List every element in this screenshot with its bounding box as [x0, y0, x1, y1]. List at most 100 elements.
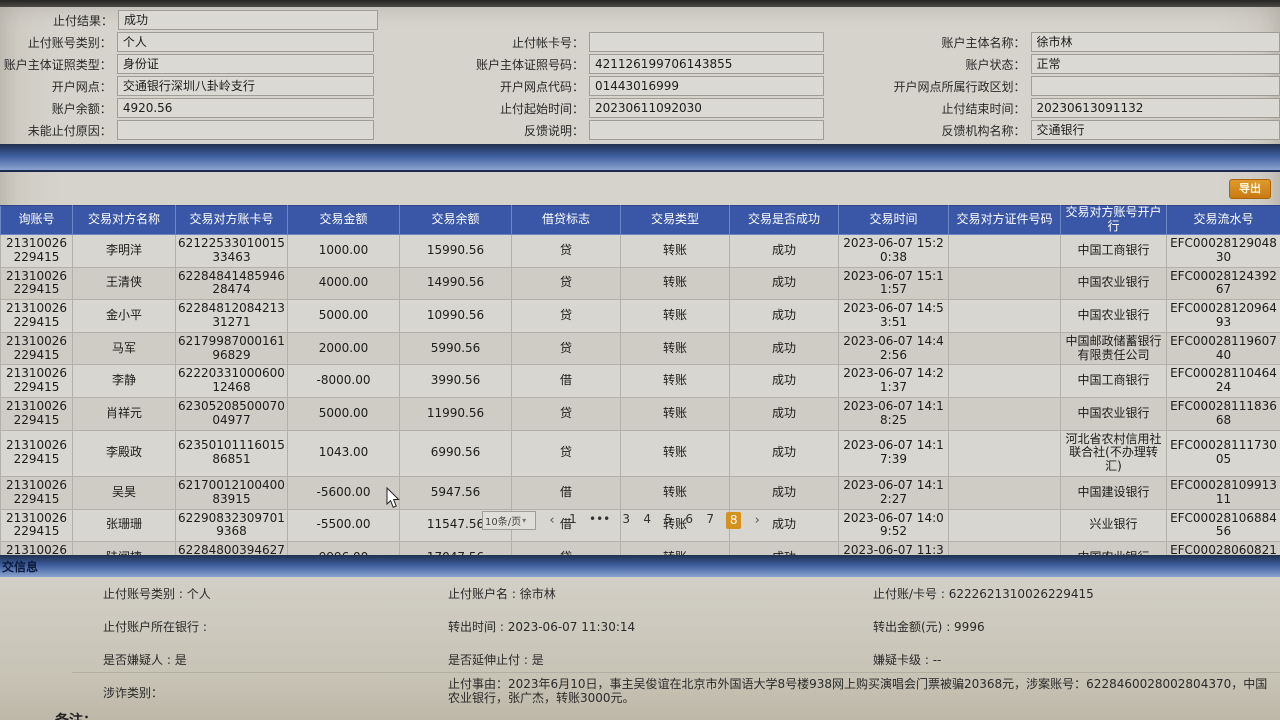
page-button[interactable]: 7 [706, 512, 715, 526]
info-value: 个人 [186, 587, 211, 601]
table-cell [948, 266, 1061, 301]
field-value-box[interactable] [589, 120, 824, 140]
table-cell: EFC0002811960740 [1166, 331, 1280, 366]
info-separator: : [921, 653, 933, 667]
table-cell [948, 429, 1061, 477]
table-cell: 21310026229415 [0, 475, 73, 510]
table-cell: 6228484148594628474 [175, 266, 288, 301]
info-value: 2023-06-07 11:30:14 [507, 620, 636, 634]
info-value: -- [932, 653, 942, 667]
table-cell: 贷 [511, 429, 621, 477]
table-cell: 贷 [511, 234, 621, 268]
field-value-box[interactable] [116, 120, 375, 140]
table-cell: 21310026229415 [0, 429, 73, 477]
pagination: 10条/页 ▾ ‹ 1 ••• 3 4 5 6 7 8 › [482, 511, 762, 530]
info-value: 是 [174, 653, 187, 667]
info-label: 转出金额(元) [873, 620, 943, 634]
column-header: 交易流水号 [1166, 205, 1280, 235]
page-size-label: 10条/页 [485, 517, 522, 528]
field-value-box[interactable]: 个人 [116, 32, 375, 52]
column-header: 交易对方名称 [72, 205, 176, 235]
field-value-box[interactable]: 成功 [118, 10, 378, 30]
page-button[interactable]: 1 [569, 512, 577, 526]
field-label: 反馈机构名称： [941, 123, 1026, 138]
page-button[interactable]: 5 [664, 512, 673, 526]
field-value-box[interactable]: 4920.56 [116, 98, 375, 118]
table-cell: 21310026229415 [0, 331, 73, 366]
field-value-box[interactable]: 421126199706143855 [589, 54, 824, 74]
page-button[interactable]: 8 [726, 512, 742, 529]
table-cell: 贷 [511, 266, 621, 301]
column-header: 交易对方账卡号 [175, 205, 288, 235]
table-cell: 贷 [511, 331, 621, 366]
info-value: 是 [531, 653, 544, 667]
field-label: 账户状态： [965, 57, 1026, 72]
table-row: 21310026229415 肖祥元 6230520850007004977 5000… [0, 396, 1280, 431]
table-cell: EFC0002811183668 [1166, 396, 1280, 431]
info-separator: : [175, 587, 187, 601]
table-cell: 6228481208421331271 [175, 299, 288, 333]
field-value-box[interactable]: 交通银行 [1030, 120, 1280, 140]
table-cell: -5600.00 [287, 475, 400, 510]
page-button[interactable]: 4 [643, 512, 652, 526]
top-edge-strip [0, 0, 1280, 7]
table-cell: 10990.56 [399, 299, 512, 333]
table-cell: 1000.00 [287, 234, 400, 268]
info-line: 止付账户所在银行 : [103, 618, 207, 634]
page-button[interactable]: 6 [685, 512, 694, 526]
table-cell: 6230520850007004977 [175, 396, 288, 431]
export-button[interactable]: 导出 [1229, 179, 1271, 199]
info-label: 止付账号类别 [103, 587, 176, 601]
info-separator: : [496, 620, 508, 634]
field-label: 账户主体证照号码： [475, 57, 584, 72]
table-cell: 622908323097019368 [175, 508, 288, 543]
field-value-box[interactable]: 交通银行深圳八卦岭支行 [116, 76, 375, 96]
page-button[interactable]: 3 [622, 512, 631, 526]
field-value-box[interactable]: 身份证 [116, 54, 375, 74]
table-cell [948, 331, 1061, 366]
table-cell: 贷 [511, 299, 621, 333]
prev-page-button[interactable]: ‹ [549, 513, 555, 528]
info-separator: : [199, 620, 207, 634]
table-row: 21310026229415 李静 6222033100060012468 -8000… [0, 364, 1280, 398]
table-cell: 14990.56 [399, 266, 512, 301]
table-cell: 中国邮政储蓄银行有限责任公司 [1060, 331, 1167, 366]
table-cell: 转账 [620, 364, 730, 398]
field-value-box[interactable]: 正常 [1030, 54, 1280, 74]
table-cell: 成功 [729, 475, 839, 510]
next-page-button[interactable]: › [754, 513, 760, 528]
column-header: 借贷标志 [511, 205, 621, 235]
field-value-box[interactable]: 20230611092030 [589, 98, 824, 118]
submit-info-section-bar: 交信息 [0, 555, 1280, 579]
table-cell: 11990.56 [399, 396, 512, 431]
info-line: 止付账户名 : 徐市林 [448, 585, 556, 601]
field-value-box[interactable]: 20230613091132 [1030, 98, 1280, 118]
info-label: 止付账户所在银行 [103, 620, 200, 634]
table-row: 21310026229415 金小平 6228481208421331271 5000… [0, 299, 1280, 333]
table-cell: 借 [511, 475, 621, 510]
column-header: 交易时间 [838, 205, 949, 235]
table-cell: 成功 [729, 266, 839, 301]
table-cell: -8000.00 [287, 364, 400, 398]
table-cell: 转账 [620, 331, 730, 366]
table-cell: 1043.00 [287, 429, 400, 477]
table-cell: 转账 [620, 396, 730, 431]
table-cell: 5947.56 [399, 475, 512, 510]
table-cell: EFC0002811173005 [1166, 429, 1280, 477]
table-cell: EFC0002812904830 [1166, 234, 1280, 268]
field-value-box[interactable] [589, 32, 824, 52]
field-value-box[interactable]: 徐市林 [1030, 32, 1280, 52]
table-cell: 张珊珊 [72, 508, 176, 543]
table-cell: 21310026229415 [0, 396, 73, 431]
table-cell [948, 299, 1061, 333]
field-value-box[interactable]: 01443016999 [589, 76, 824, 96]
table-cell: 成功 [729, 234, 839, 268]
table-cell [948, 508, 1061, 543]
table-cell: 成功 [729, 396, 839, 431]
table-cell: 5000.00 [287, 396, 400, 431]
footer-note-partial: 备注： [55, 710, 97, 720]
field-value-box[interactable] [1030, 76, 1280, 96]
page-size-select[interactable]: 10条/页 ▾ [482, 511, 536, 530]
table-cell: 中国农业银行 [1060, 396, 1167, 431]
